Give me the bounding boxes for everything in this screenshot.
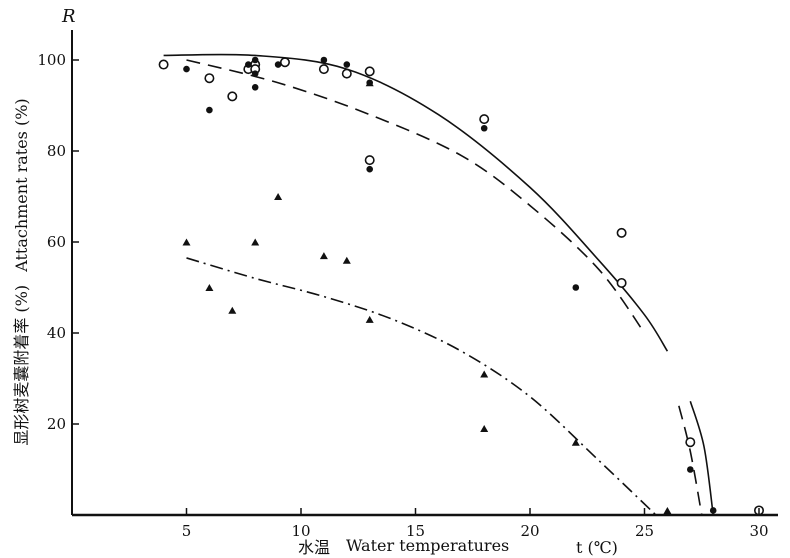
open-circle-point [204, 73, 215, 84]
open-circle-point [685, 437, 696, 448]
x-axis-symbol: t (℃) [576, 538, 618, 557]
x-axis-title-en: Water temperatures [346, 536, 509, 555]
triangle-point [663, 506, 672, 514]
y-tick-label: 80 [47, 142, 66, 160]
data-points [158, 56, 764, 516]
y-axis-title-en: Attachment rates (%) [12, 98, 31, 272]
triangle-point [319, 252, 328, 260]
open-circle-point [364, 155, 375, 166]
filled-circle-point [251, 70, 259, 77]
filled-circle-point [245, 61, 252, 68]
x-tick-label: 30 [749, 522, 768, 540]
y-tick-label: 40 [47, 324, 66, 342]
filled-circle-point [343, 61, 351, 68]
ticks: 5 10 15 20 25 30 20 40 60 80 100 [37, 51, 768, 540]
y-tick-label: 20 [47, 415, 66, 433]
triangle-point [251, 238, 260, 246]
triangle-point [365, 79, 374, 87]
triangle-point [365, 315, 374, 323]
filled-circle-point [206, 106, 213, 114]
filled-circle-point [320, 56, 328, 64]
triangle-point [182, 238, 191, 246]
fit-curve-solid [689, 401, 714, 516]
x-tick-label: 5 [182, 522, 192, 540]
x-axis-title-cn: 水温 [298, 538, 330, 557]
filled-circle-point [251, 84, 259, 91]
x-tick-label: 15 [406, 522, 425, 540]
x-tick-label: 20 [520, 522, 539, 540]
filled-circle-point [480, 124, 488, 132]
y-axis-symbol: R [61, 6, 76, 27]
x-tick-label: 10 [291, 522, 310, 540]
triangle-point [571, 438, 580, 446]
filled-circle-point [687, 466, 694, 473]
axes [71, 30, 778, 517]
y-axis-title-cn: 显形树麦囊附着率 (%) [12, 285, 31, 446]
svg-text:显形树麦囊附着率 (%) Attachment: 显形树麦囊附着率 (%) Attachment rates (%) [12, 98, 31, 445]
fit-curves [163, 53, 714, 516]
fit-curve-solid [163, 53, 669, 352]
triangle-point [480, 425, 489, 433]
filled-circle-point [251, 56, 259, 64]
open-circle-point [616, 227, 627, 238]
open-circle-point [158, 59, 169, 70]
fit-curve-dashed [678, 405, 703, 516]
open-circle-point [341, 68, 352, 79]
y-tick-label: 100 [37, 51, 66, 69]
filled-circle-point [709, 507, 717, 514]
fit-curve-dash-dot [186, 257, 657, 516]
triangle-point [342, 256, 351, 264]
triangle-point [228, 306, 237, 314]
filled-circle-point [572, 284, 580, 291]
triangle-point [480, 370, 489, 378]
open-circle-point [364, 66, 375, 77]
open-circle-point [227, 91, 238, 102]
x-tick-label: 25 [635, 522, 654, 540]
triangle-point [205, 284, 214, 291]
triangle-point [274, 193, 283, 200]
filled-circle-point [274, 61, 282, 68]
open-circle-point [616, 277, 627, 288]
filled-circle-point [183, 65, 190, 73]
fit-curve-dashed [186, 59, 646, 334]
filled-circle-point [366, 165, 374, 173]
y-tick-label: 60 [47, 233, 66, 251]
open-circle-point [479, 114, 490, 125]
open-circle-point [318, 64, 329, 75]
open-circle-point [279, 57, 290, 68]
y-axis-title: 显形树麦囊附着率 (%) Attachment rates (%) [12, 98, 31, 445]
